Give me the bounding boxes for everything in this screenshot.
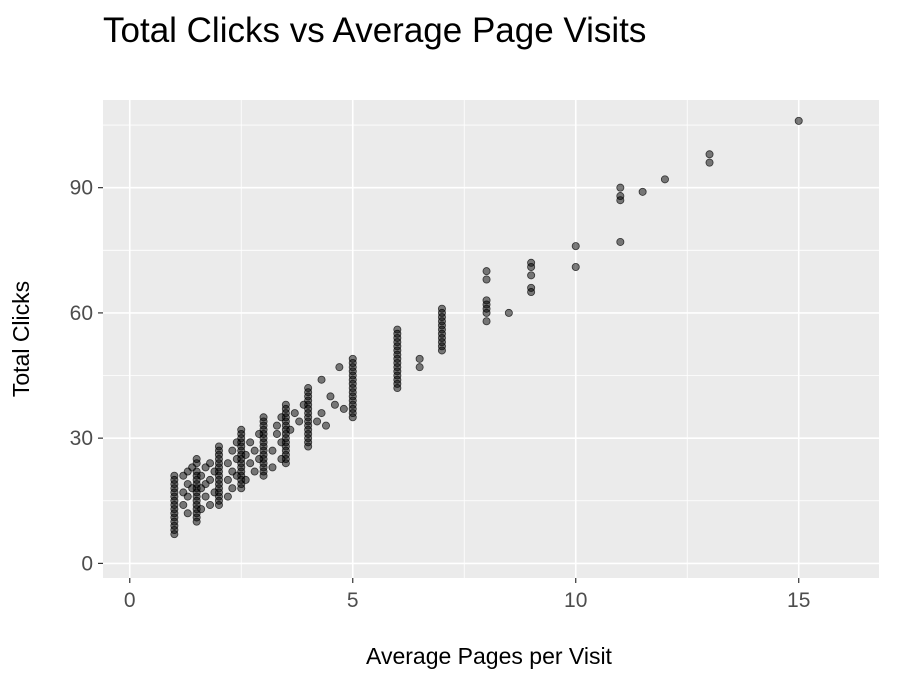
data-point [616, 192, 625, 201]
data-point [705, 150, 714, 159]
data-point [304, 384, 313, 393]
data-point [482, 267, 491, 276]
data-point [223, 492, 232, 501]
data-point [237, 425, 246, 434]
data-point [616, 237, 625, 246]
data-point [201, 492, 210, 501]
data-point [281, 400, 290, 409]
data-point [272, 421, 281, 430]
data-point [339, 404, 348, 413]
data-point [317, 409, 326, 418]
data-point [482, 296, 491, 305]
data-point [250, 467, 259, 476]
data-point [290, 409, 299, 418]
data-point [393, 325, 402, 334]
data-point [192, 455, 201, 464]
data-point [348, 354, 357, 363]
data-point [183, 492, 192, 501]
data-point [705, 158, 714, 167]
data-point [223, 459, 232, 468]
data-point [246, 459, 255, 468]
chart-title: Total Clicks vs Average Page Visits [103, 11, 646, 50]
data-point [259, 413, 268, 422]
data-point [504, 308, 513, 317]
data-point [228, 446, 237, 455]
data-point [527, 271, 536, 280]
data-point [616, 183, 625, 192]
data-point [228, 484, 237, 493]
data-point [246, 438, 255, 447]
data-point [317, 375, 326, 384]
data-point [206, 475, 215, 484]
data-point [206, 459, 215, 468]
data-point [241, 450, 250, 459]
data-point [214, 442, 223, 451]
x-tick-label: 0 [124, 589, 136, 612]
data-point [170, 471, 179, 480]
data-point [268, 446, 277, 455]
data-point [286, 425, 295, 434]
data-point [330, 400, 339, 409]
data-point [313, 417, 322, 426]
y-axis-label: Total Clicks [8, 281, 34, 397]
data-point [241, 475, 250, 484]
data-point [571, 242, 580, 251]
data-point [660, 175, 669, 184]
data-point [206, 500, 215, 509]
data-point [638, 187, 647, 196]
data-point [250, 446, 259, 455]
data-points [170, 116, 803, 539]
data-point [527, 283, 536, 292]
data-point [482, 275, 491, 284]
data-point [415, 363, 424, 372]
data-point [794, 116, 803, 125]
x-tick-label: 10 [564, 589, 587, 612]
data-point [321, 421, 330, 430]
x-axis-label: Average Pages per Visit [366, 643, 613, 669]
x-tick-label: 5 [347, 589, 359, 612]
y-axis-ticks: 0 30 60 90 [70, 177, 103, 575]
data-point [415, 354, 424, 363]
x-tick-label: 15 [787, 589, 810, 612]
data-point [197, 505, 206, 514]
data-point [437, 304, 446, 313]
data-point [272, 429, 281, 438]
x-axis-ticks: 0 5 10 15 [124, 578, 810, 612]
data-point [197, 471, 206, 480]
y-tick-label: 30 [70, 427, 93, 450]
grid-lines [103, 100, 879, 578]
y-tick-label: 0 [81, 552, 93, 575]
data-point [527, 258, 536, 267]
data-point [482, 317, 491, 326]
data-point [335, 363, 344, 372]
data-point [571, 262, 580, 271]
y-tick-label: 90 [70, 177, 93, 200]
plot-panel [103, 100, 879, 578]
data-point [268, 463, 277, 472]
data-point [326, 392, 335, 401]
y-tick-label: 60 [70, 302, 93, 325]
data-point [223, 475, 232, 484]
data-point [179, 500, 188, 509]
data-point [295, 417, 304, 426]
data-point [183, 509, 192, 518]
